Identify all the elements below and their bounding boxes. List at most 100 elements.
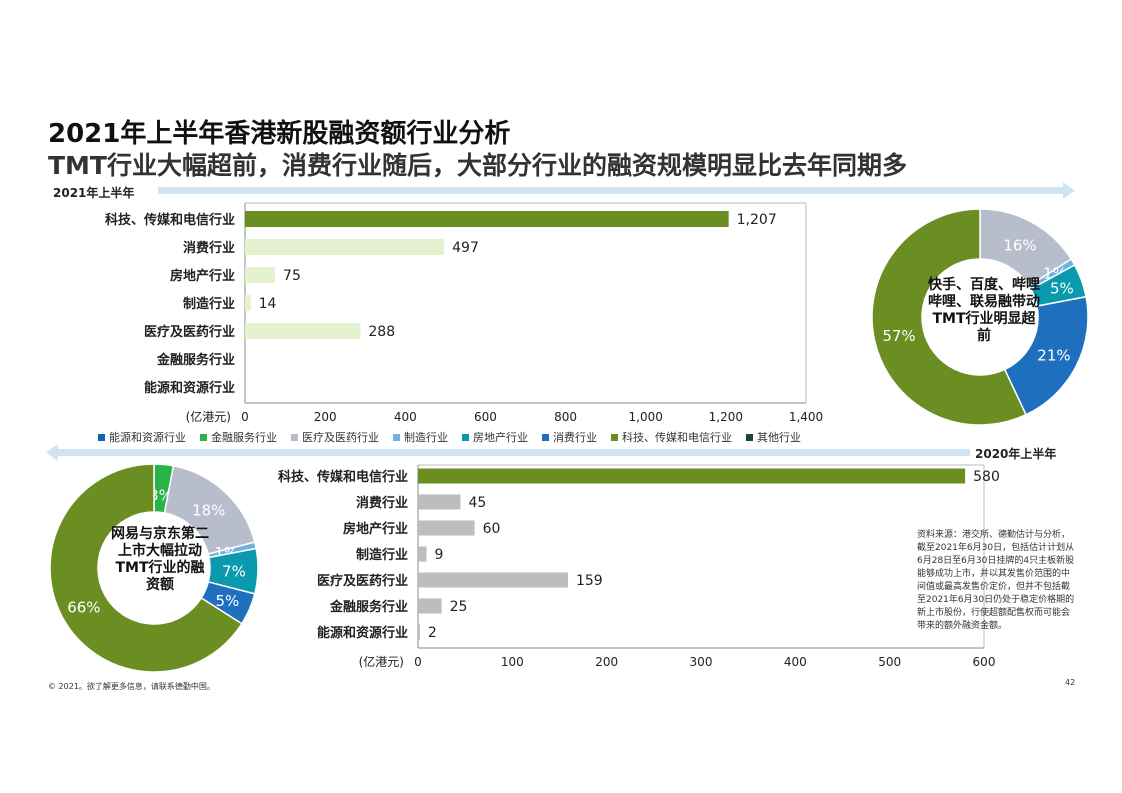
legend-item: 金融服务行业 bbox=[200, 429, 277, 445]
category-label: 房地产行业 bbox=[343, 521, 408, 537]
bar bbox=[245, 239, 445, 255]
category-label: 房地产行业 bbox=[170, 268, 235, 284]
donut-2021-center-label: 快手、百度、哔哩哔哩、联易融带动TMT行业明显超前 bbox=[928, 277, 1040, 344]
x-tick-label: 400 bbox=[394, 410, 417, 424]
legend: 能源和资源行业 金融服务行业 医疗及医药行业 制造行业 房地产行业 消费行业 科技、传媒和电… bbox=[98, 429, 801, 445]
copyright: © 2021。欲了解更多信息，请联系德勤中国。 bbox=[48, 682, 215, 691]
slice-value-label: 7% bbox=[222, 563, 246, 581]
slice-value-label: 66% bbox=[67, 599, 100, 617]
slice-value-label: 5% bbox=[216, 592, 240, 610]
bar bbox=[418, 520, 475, 536]
x-tick-label: 1,000 bbox=[629, 410, 663, 424]
legend-label: 科技、传媒和电信行业 bbox=[622, 431, 732, 444]
x-tick-label: 600 bbox=[973, 655, 996, 669]
arrow-2020-label: 2020年上半年 bbox=[975, 446, 1056, 461]
page-title: 2021年上半年香港新股融资额行业分析 bbox=[48, 119, 511, 149]
legend-label: 能源和资源行业 bbox=[109, 431, 186, 444]
category-label: 科技、传媒和电信行业 bbox=[278, 469, 408, 485]
bar bbox=[418, 572, 568, 588]
x-tick-label: 200 bbox=[595, 655, 618, 669]
bar-value-label: 1,207 bbox=[737, 212, 777, 228]
arrow-2021-shaft bbox=[158, 187, 1063, 194]
legend-swatch bbox=[746, 433, 753, 441]
x-axis-unit-label: (亿港元) bbox=[359, 654, 404, 669]
x-tick-label: 200 bbox=[314, 410, 337, 424]
legend-label: 消费行业 bbox=[553, 431, 597, 444]
bar bbox=[418, 494, 461, 510]
x-tick-label: 100 bbox=[501, 655, 524, 669]
legend-item: 医疗及医药行业 bbox=[291, 429, 379, 445]
bar-value-label: 497 bbox=[452, 240, 479, 256]
arrow-2020-shaft bbox=[58, 449, 970, 456]
arrow-2021-head bbox=[1063, 182, 1075, 199]
bar bbox=[418, 468, 966, 484]
legend-label: 医疗及医药行业 bbox=[302, 431, 379, 444]
bar-value-label: 25 bbox=[450, 599, 468, 615]
x-tick-label: 800 bbox=[554, 410, 577, 424]
legend-swatch bbox=[291, 433, 298, 441]
bar bbox=[245, 323, 361, 339]
donut-slice bbox=[871, 208, 1027, 426]
x-tick-label: 1,400 bbox=[789, 410, 823, 424]
category-label: 消费行业 bbox=[356, 495, 408, 511]
bar bbox=[418, 546, 427, 562]
legend-item: 房地产行业 bbox=[462, 429, 528, 445]
category-label: 能源和资源行业 bbox=[144, 380, 235, 396]
page-number: 42 bbox=[1065, 678, 1076, 687]
legend-item: 制造行业 bbox=[393, 429, 448, 445]
bar bbox=[245, 211, 729, 227]
donut-slice bbox=[49, 463, 243, 673]
category-label: 能源和资源行业 bbox=[317, 625, 408, 641]
slice-value-label: 18% bbox=[192, 502, 225, 520]
x-tick-label: 300 bbox=[690, 655, 713, 669]
bar-value-label: 45 bbox=[468, 495, 486, 511]
slice-value-label: 21% bbox=[1037, 347, 1070, 365]
bar-value-label: 9 bbox=[434, 547, 443, 563]
donut-chart-2020: 3%18%1%7%5%66% bbox=[49, 463, 259, 673]
arrow-2021: 2021年上半年 bbox=[53, 182, 1075, 200]
category-label: 金融服务行业 bbox=[329, 599, 408, 615]
slice-value-label: 57% bbox=[882, 327, 915, 345]
bar-value-label: 75 bbox=[283, 268, 301, 284]
category-label: 制造行业 bbox=[183, 296, 235, 312]
page-subtitle: TMT行业大幅超前，消费行业随后，大部分行业的融资规模明显比去年同期多 bbox=[48, 151, 907, 180]
legend-label: 制造行业 bbox=[404, 431, 448, 444]
bar bbox=[418, 598, 442, 614]
bar bbox=[245, 267, 276, 283]
bar bbox=[418, 624, 420, 640]
legend-swatch bbox=[200, 433, 207, 441]
x-tick-label: 1,200 bbox=[709, 410, 743, 424]
legend-label: 其他行业 bbox=[757, 431, 801, 444]
legend-swatch bbox=[462, 433, 469, 441]
arrow-2020: 2020年上半年 bbox=[46, 444, 1056, 461]
x-tick-label: 0 bbox=[414, 655, 422, 669]
x-tick-label: 600 bbox=[474, 410, 497, 424]
category-label: 医疗及医药行业 bbox=[144, 324, 235, 340]
legend-item: 其他行业 bbox=[746, 429, 801, 445]
arrow-2020-head bbox=[46, 444, 58, 461]
source-note: 资料来源：港交所、德勤估计与分析，截至2021年6月30日，包括估计计划从6月2… bbox=[917, 530, 1075, 631]
bar bbox=[245, 295, 251, 311]
category-label: 科技、传媒和电信行业 bbox=[105, 212, 235, 228]
category-label: 医疗及医药行业 bbox=[317, 573, 408, 589]
legend-label: 房地产行业 bbox=[473, 431, 528, 444]
category-label: 金融服务行业 bbox=[156, 352, 235, 368]
x-axis-unit-label: (亿港元) bbox=[186, 409, 231, 424]
x-tick-label: 0 bbox=[241, 410, 249, 424]
donut-2020-center-label: 网易与京东第二上市大幅拉动TMT行业的融资额 bbox=[111, 526, 209, 593]
legend-swatch bbox=[611, 433, 618, 441]
legend-item: 科技、传媒和电信行业 bbox=[611, 429, 732, 445]
bar-value-label: 2 bbox=[428, 625, 437, 641]
legend-swatch bbox=[393, 433, 400, 441]
legend-item: 消费行业 bbox=[542, 429, 597, 445]
bar-value-label: 580 bbox=[973, 469, 1000, 485]
bar-value-label: 288 bbox=[368, 324, 395, 340]
x-tick-label: 500 bbox=[878, 655, 901, 669]
slice-value-label: 5% bbox=[1050, 280, 1074, 298]
category-label: 消费行业 bbox=[183, 240, 235, 256]
bar-value-label: 60 bbox=[483, 521, 501, 537]
bar-value-label: 159 bbox=[576, 573, 603, 589]
slice-value-label: 16% bbox=[1003, 236, 1036, 254]
bar-chart-2021: 科技、传媒和电信行业 1,207 消费行业 497 房地产行业 75 制造行业 14 医疗及医药… bbox=[105, 202, 823, 424]
